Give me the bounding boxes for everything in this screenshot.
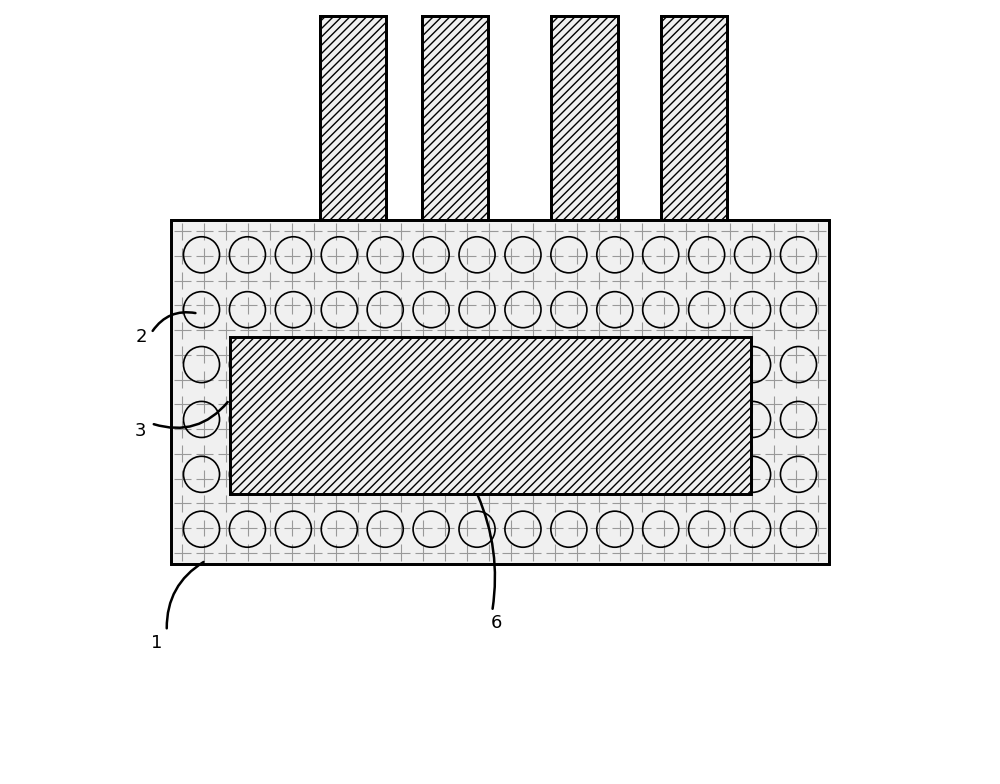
Bar <box>171 220 829 564</box>
Bar <box>171 220 829 564</box>
Bar <box>320 16 386 220</box>
Bar <box>230 337 751 494</box>
Bar <box>551 16 618 220</box>
Bar <box>422 16 488 220</box>
Bar <box>551 16 618 220</box>
Bar <box>320 16 386 220</box>
Bar <box>422 16 488 220</box>
Bar <box>422 16 488 220</box>
Bar <box>661 16 727 220</box>
Text: 2: 2 <box>135 328 147 346</box>
Text: 6: 6 <box>490 615 502 632</box>
Text: 1: 1 <box>151 634 162 652</box>
Bar <box>661 16 727 220</box>
Bar <box>551 16 618 220</box>
Bar <box>661 16 727 220</box>
Bar <box>320 16 386 220</box>
Bar <box>230 337 751 494</box>
Text: 3: 3 <box>135 423 147 440</box>
